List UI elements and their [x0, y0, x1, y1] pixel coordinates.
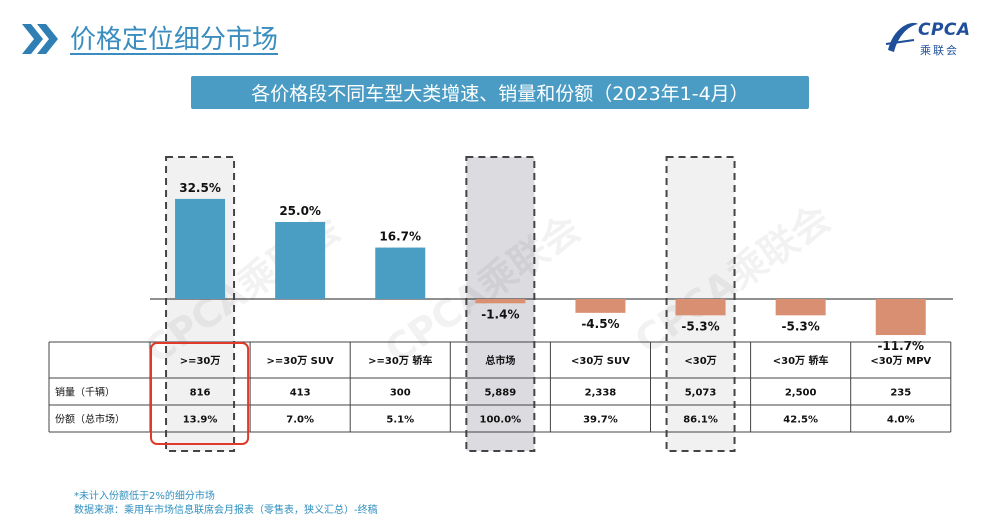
- page-title: 价格定位细分市场: [70, 25, 279, 55]
- category-label: <30万 MPV: [870, 355, 931, 367]
- bar-4: [475, 299, 526, 304]
- bars-layer: 32.5% 25.0% 16.7% -1.4% -4.5% -5.3% -5.3% -11.7…: [150, 181, 953, 353]
- bar-value-label: -11.7%: [877, 339, 924, 353]
- bar-6: [675, 299, 726, 316]
- bar-2: [275, 222, 326, 299]
- table-cell: 2,338: [585, 388, 617, 399]
- highlight-background: [466, 157, 535, 451]
- chevron-double-icon: [22, 24, 58, 54]
- highlight-frame: [165, 156, 236, 452]
- cpca-logo-icon: [885, 22, 918, 52]
- bar-8: [875, 299, 926, 336]
- highlight-frames-layer: [150, 156, 736, 452]
- table-cell: 4.0%: [887, 415, 915, 426]
- bar-value-label: 25.0%: [279, 204, 321, 218]
- bar-value-label: -5.3%: [681, 319, 719, 333]
- category-label: 总市场: [485, 354, 515, 367]
- category-label: >=30万 SUV: [267, 355, 334, 367]
- table-cell: 5.1%: [386, 415, 414, 426]
- table-cell: 5,073: [685, 388, 717, 399]
- table-cell: 235: [890, 388, 911, 399]
- table-cell: 13.9%: [183, 415, 218, 426]
- table-cell: 86.1%: [683, 415, 718, 426]
- bar-3: [375, 247, 426, 299]
- table-cell: 816: [190, 388, 211, 399]
- category-label: >=30万: [180, 355, 221, 367]
- row-label: 销量（千辆）: [55, 386, 115, 399]
- bar-value-label: -4.5%: [581, 317, 619, 331]
- footnote-2: 数据来源：乘用车市场信息联席会月报表（零售表，狭义汇总）-终稿: [74, 505, 378, 516]
- bar-7: [775, 299, 826, 316]
- category-label: >=30万 轿车: [368, 354, 432, 367]
- table-cell: 39.7%: [583, 415, 618, 426]
- bar-5: [575, 299, 626, 313]
- logo-text: CPCA: [918, 20, 971, 40]
- red-highlight-box: [150, 342, 250, 445]
- category-label: <30万: [684, 355, 716, 367]
- table-cell: 7.0%: [286, 415, 314, 426]
- logo-subtitle: 乘联会: [920, 44, 959, 57]
- bar-value-label: -5.3%: [782, 319, 820, 333]
- table-cell: 300: [390, 388, 411, 399]
- bar-1: [175, 198, 226, 299]
- category-label: <30万 SUV: [571, 355, 630, 367]
- bar-value-label: 16.7%: [379, 230, 421, 244]
- row-label: 份额（总市场）: [55, 413, 125, 426]
- table-cell: 413: [290, 388, 311, 399]
- category-label: <30万 轿车: [773, 354, 829, 367]
- table-cell: 2,500: [785, 388, 817, 399]
- footnote-1: *未计入份额低于2%的细分市场: [74, 491, 215, 502]
- table-cell: 5,889: [485, 388, 517, 399]
- highlight-frame: [465, 156, 536, 452]
- chart-banner: 各价格段不同车型大类增速、销量和份额（2023年1-4月）: [191, 76, 809, 109]
- table-cell: 100.0%: [480, 415, 522, 426]
- highlight-frame: [665, 156, 736, 452]
- table-cell: 42.5%: [783, 415, 818, 426]
- bar-value-label: 32.5%: [179, 181, 221, 195]
- bar-value-label: -1.4%: [481, 307, 519, 321]
